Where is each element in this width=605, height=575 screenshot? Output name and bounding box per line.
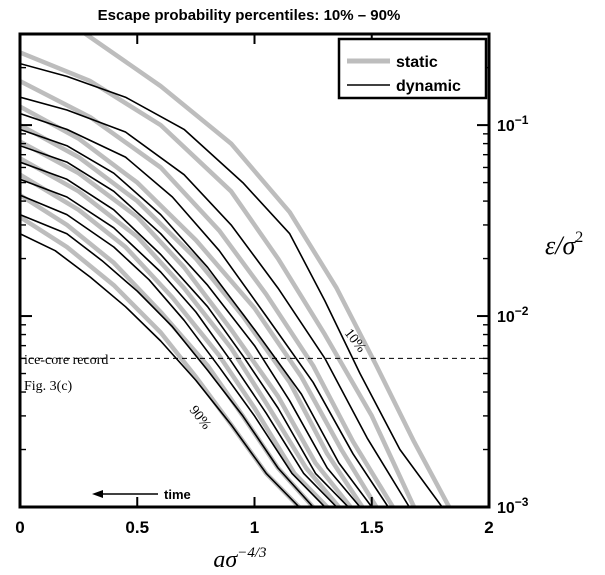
dynamic-curve-2	[20, 96, 410, 507]
chart-title: Escape probability percentiles: 10% – 90…	[98, 7, 401, 24]
x-tick-label: 0.5	[125, 518, 149, 537]
dynamic-curve-7	[20, 178, 338, 507]
x-axis-label-exponent: −4/3	[237, 545, 266, 561]
legend-label-static: static	[396, 54, 438, 71]
static-curve-8	[20, 172, 330, 507]
time-arrow	[92, 490, 158, 498]
dynamic-curve-6	[20, 161, 349, 507]
y-tick-label: 10−1	[497, 113, 529, 135]
dynamic-curve-9	[20, 213, 314, 507]
y-axis-label: ε/σ2	[545, 229, 583, 260]
reference-label-line1: ice-core record	[24, 353, 108, 368]
static-curve-1	[83, 34, 452, 507]
dynamic-curve-5	[20, 144, 361, 507]
time-label: time	[164, 487, 191, 502]
x-tick-label: 0	[15, 518, 24, 537]
static-series-group	[20, 34, 452, 507]
y-tick-label: 10−2	[497, 304, 529, 326]
x-tick-label: 1.5	[360, 518, 384, 537]
dynamic-curve-3	[20, 112, 389, 507]
x-tick-label: 2	[484, 518, 493, 537]
dynamic-curve-10	[20, 232, 300, 507]
percentile-90-label: 90%	[186, 403, 214, 433]
static-curve-3	[20, 78, 396, 507]
static-curve-6	[20, 139, 353, 507]
static-curve-5	[20, 122, 365, 507]
x-axis-label-base: aσ	[213, 547, 238, 573]
dynamic-curve-8	[20, 194, 326, 507]
dynamic-curve-1	[20, 62, 443, 507]
x-axis-label: aσ−4/3	[213, 545, 266, 573]
x-axis: 0 0.5 1 1.5 2	[15, 34, 494, 537]
dynamic-series-group	[20, 62, 443, 507]
y-axis: 10−1 10−2 10−3	[20, 66, 529, 517]
static-curve-7	[20, 156, 342, 507]
reference-label-line2: Fig. 3(c)	[24, 379, 73, 394]
legend: static dynamic	[337, 37, 488, 100]
y-axis-label-exponent: 2	[575, 229, 583, 246]
y-tick-label: 10−3	[497, 495, 529, 517]
static-curve-4	[20, 104, 379, 507]
legend-box	[337, 37, 488, 100]
x-tick-label: 1	[250, 518, 259, 537]
dynamic-curve-4	[20, 128, 373, 507]
legend-label-dynamic: dynamic	[396, 78, 461, 95]
y-axis-label-base: ε/σ	[545, 231, 576, 260]
